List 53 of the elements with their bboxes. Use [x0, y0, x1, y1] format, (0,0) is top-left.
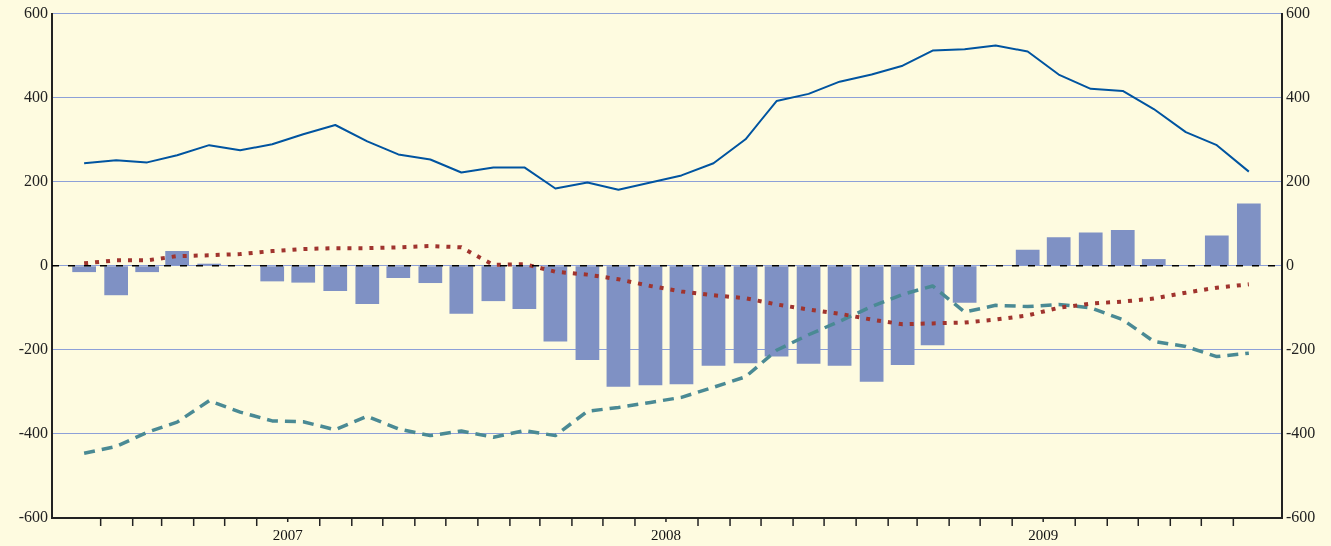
bar	[543, 266, 568, 342]
y2-tick-label: -200	[1286, 340, 1316, 358]
y-tick-label: 600	[24, 3, 48, 21]
line-series	[82, 284, 1251, 456]
y2-tick-label: -600	[1286, 508, 1316, 526]
bar	[512, 266, 537, 310]
bar	[386, 266, 411, 278]
bar	[920, 266, 945, 346]
bar	[1236, 203, 1261, 266]
bar	[952, 266, 977, 303]
x-tick-label: 2009	[1028, 526, 1059, 543]
y2-tick-label: 400	[1286, 87, 1310, 105]
bar	[1078, 232, 1103, 266]
bar	[72, 266, 96, 273]
bar	[890, 266, 915, 365]
y-tick-label: 200	[24, 171, 48, 189]
bar	[165, 251, 189, 266]
bar	[260, 266, 285, 282]
bar	[323, 266, 348, 292]
bar	[291, 266, 316, 283]
bar	[418, 266, 443, 284]
bar	[764, 266, 789, 357]
y2-tick-label: 600	[1286, 3, 1310, 21]
bar	[481, 266, 506, 302]
y-tick-label: -400	[18, 424, 48, 442]
bar	[1141, 259, 1166, 266]
bar	[104, 266, 129, 296]
bar	[1110, 230, 1135, 266]
bar	[669, 266, 694, 385]
line-series	[82, 244, 1251, 327]
bar	[638, 266, 663, 386]
y2-tick-label: 200	[1286, 171, 1310, 189]
bar	[355, 266, 380, 305]
bar	[135, 266, 160, 273]
bar	[1046, 237, 1071, 266]
y2-tick-label: -400	[1286, 424, 1316, 442]
bar	[449, 266, 474, 314]
bar	[575, 266, 600, 360]
y-tick-label: -200	[18, 340, 48, 358]
x-tick-label: 2007	[272, 526, 304, 543]
y-tick-label: 0	[40, 256, 48, 273]
bar	[827, 266, 852, 366]
bar	[733, 266, 758, 364]
bar	[606, 266, 631, 387]
bar	[701, 266, 726, 366]
bar	[1015, 249, 1040, 266]
x-tick-label: 2008	[650, 526, 681, 543]
bar	[1204, 235, 1229, 266]
bar	[859, 266, 884, 382]
y2-tick-label: 0	[1286, 256, 1294, 273]
y-tick-label: -600	[18, 508, 48, 526]
y-tick-label: 400	[24, 87, 48, 105]
bar	[796, 266, 821, 364]
